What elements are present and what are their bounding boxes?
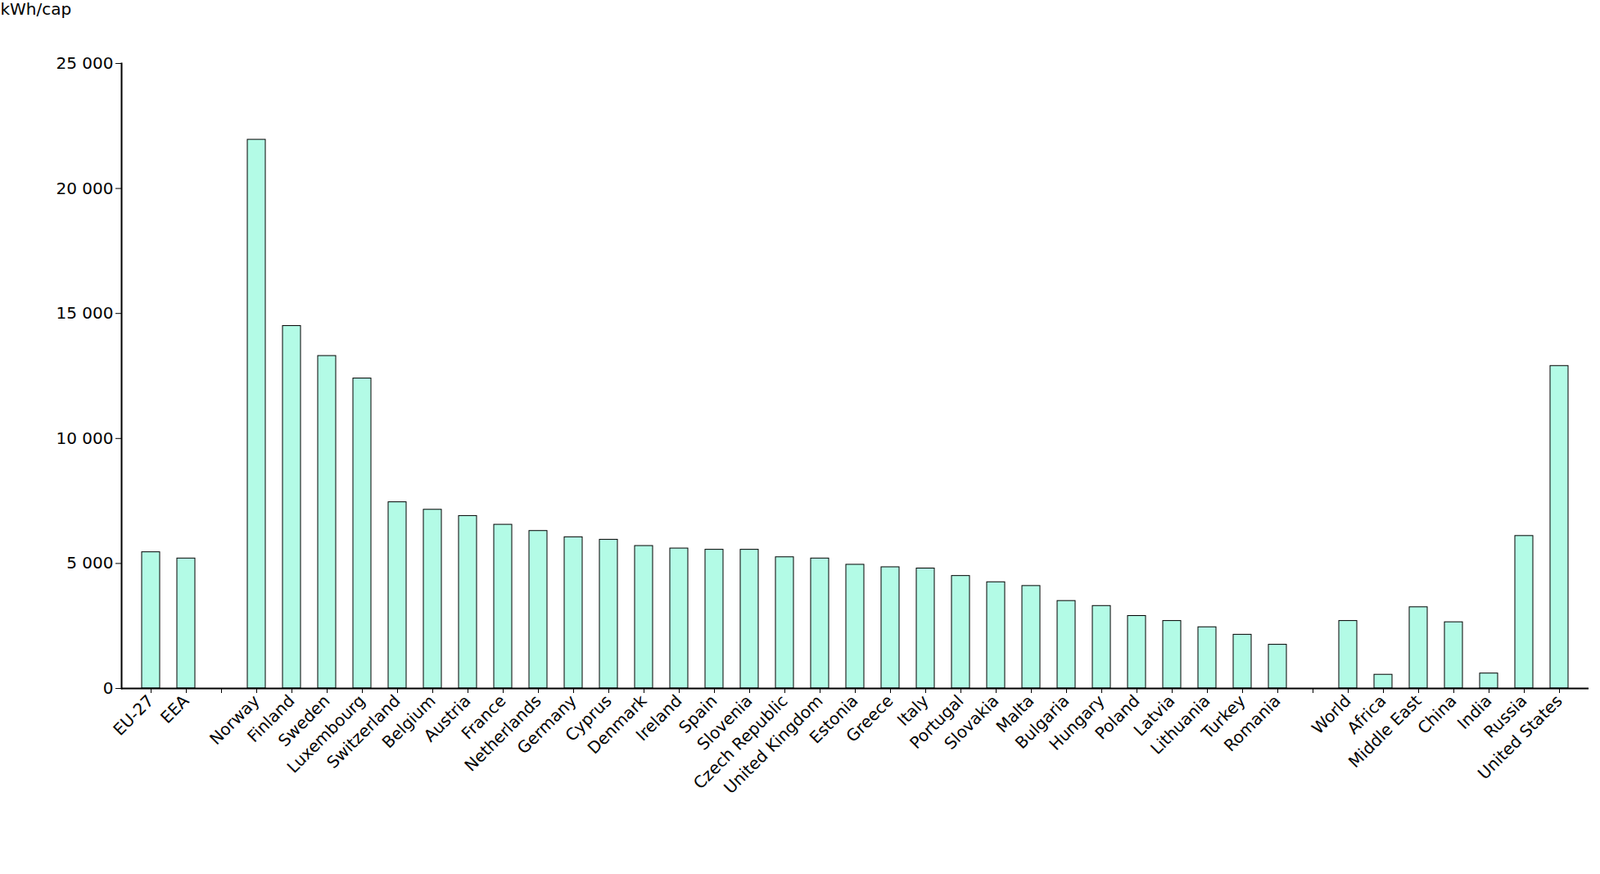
- svg-text:Italy: Italy: [893, 690, 933, 730]
- svg-text:EU-27: EU-27: [108, 690, 158, 739]
- svg-text:Denmark: Denmark: [583, 690, 651, 758]
- svg-text:Bulgaria: Bulgaria: [1011, 690, 1074, 753]
- svg-text:Romania: Romania: [1220, 690, 1285, 755]
- svg-text:Poland: Poland: [1090, 690, 1144, 743]
- svg-text:Cyprus: Cyprus: [561, 690, 616, 745]
- svg-text:Slovenia: Slovenia: [693, 690, 757, 754]
- svg-text:25 000: 25 000: [56, 53, 114, 73]
- svg-text:kWh/cap: kWh/cap: [0, 0, 73, 19]
- svg-text:Austria: Austria: [419, 690, 475, 746]
- svg-text:Belgium: Belgium: [377, 690, 440, 753]
- svg-text:France: France: [457, 690, 510, 744]
- svg-text:Turkey: Turkey: [1197, 690, 1250, 743]
- svg-text:Estonia: Estonia: [805, 690, 862, 748]
- svg-text:China: China: [1413, 690, 1460, 737]
- svg-text:Germany: Germany: [513, 690, 581, 758]
- svg-text:15 000: 15 000: [56, 302, 114, 323]
- svg-text:World: World: [1307, 690, 1356, 738]
- svg-text:Africa: Africa: [1343, 690, 1391, 738]
- svg-text:Malta: Malta: [992, 690, 1038, 737]
- svg-text:Finland: Finland: [243, 690, 299, 746]
- svg-text:Spain: Spain: [674, 690, 722, 737]
- svg-text:Slovakia: Slovakia: [940, 690, 1003, 754]
- svg-text:10 000: 10 000: [56, 428, 114, 448]
- svg-text:Ireland: Ireland: [632, 690, 687, 745]
- svg-text:United Kingdom: United Kingdom: [719, 690, 827, 797]
- svg-text:0: 0: [103, 677, 114, 698]
- svg-text:Sweden: Sweden: [274, 690, 334, 751]
- svg-text:Greece: Greece: [841, 690, 897, 746]
- svg-text:Norway: Norway: [205, 690, 264, 749]
- svg-text:Hungary: Hungary: [1044, 690, 1109, 754]
- svg-text:Latvia: Latvia: [1129, 690, 1179, 740]
- svg-text:20 000: 20 000: [56, 178, 114, 199]
- svg-text:EEA: EEA: [156, 690, 194, 728]
- svg-text:Czech Republic: Czech Republic: [689, 690, 792, 793]
- svg-text:Switzerland: Switzerland: [322, 690, 405, 773]
- svg-text:Russia: Russia: [1479, 690, 1531, 742]
- svg-text:Luxembourg: Luxembourg: [282, 690, 369, 777]
- svg-text:Netherlands: Netherlands: [460, 690, 546, 776]
- svg-text:India: India: [1453, 690, 1496, 733]
- svg-text:5 000: 5 000: [66, 552, 113, 573]
- svg-text:Middle East: Middle East: [1344, 690, 1426, 772]
- svg-text:Lithuania: Lithuania: [1146, 690, 1215, 759]
- svg-text:United States: United States: [1473, 690, 1567, 783]
- svg-text:Portugal: Portugal: [905, 690, 968, 753]
